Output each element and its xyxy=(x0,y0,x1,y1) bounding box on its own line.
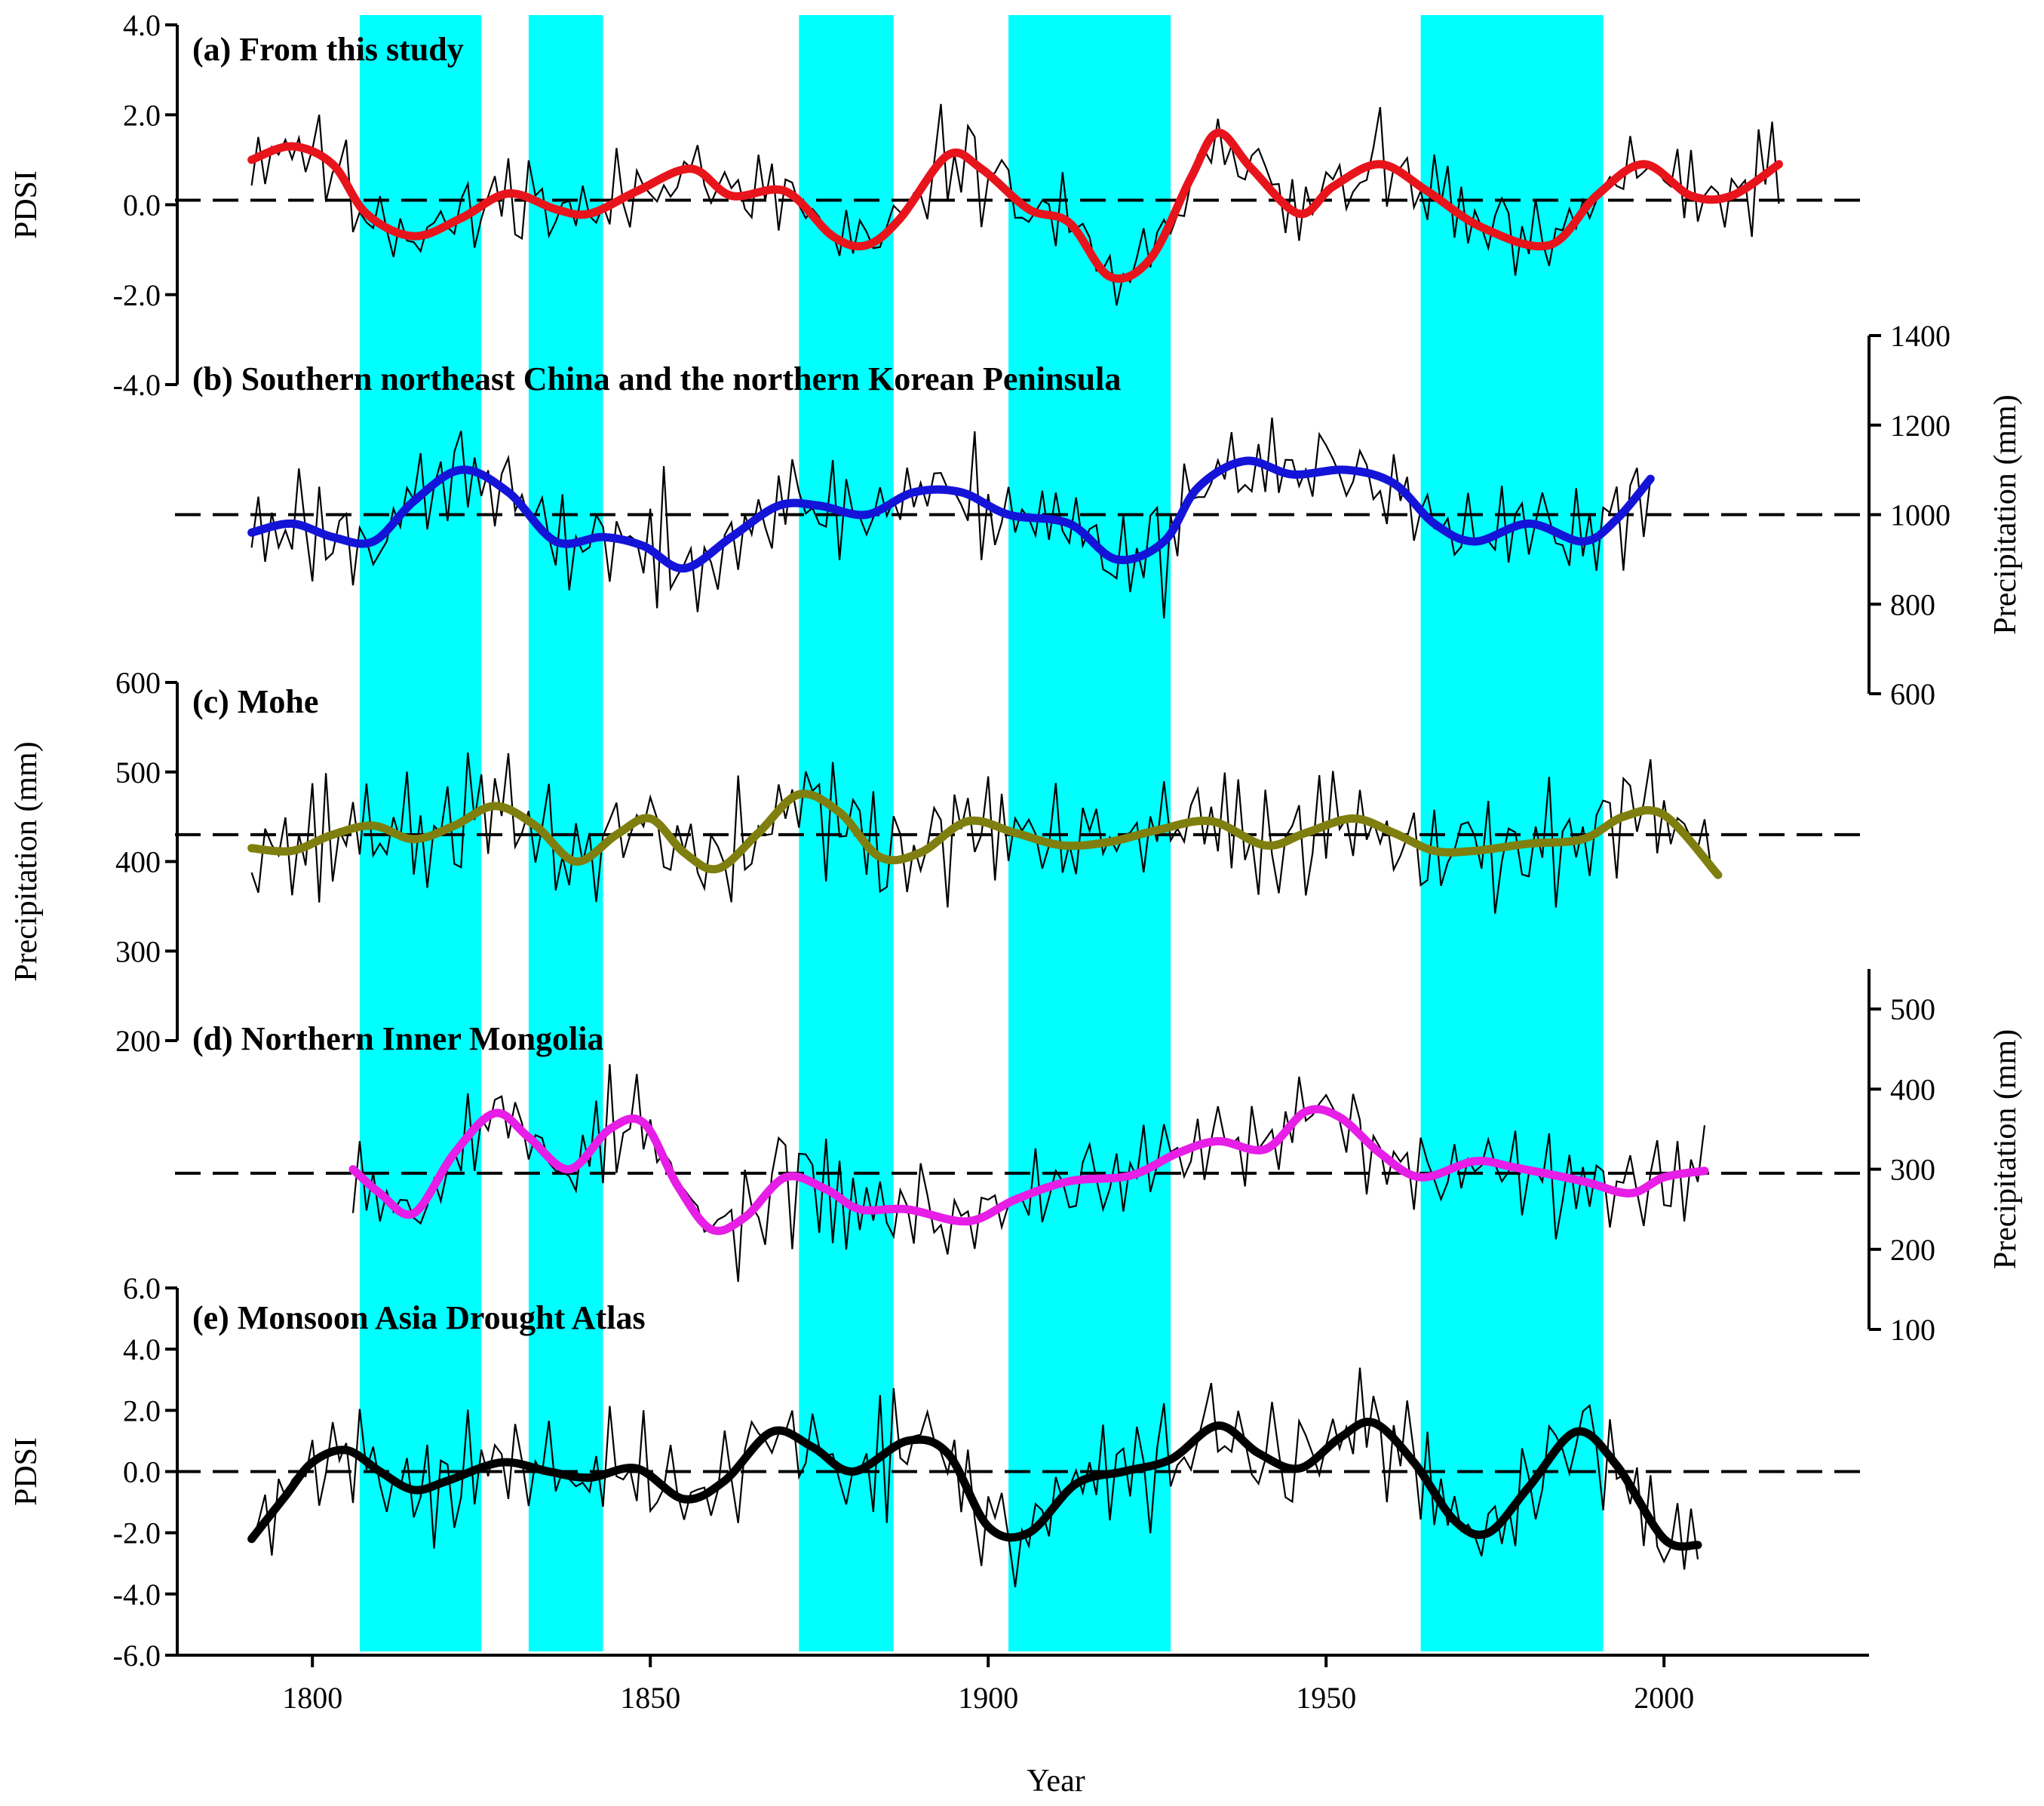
panel-d-y-tick-label: 300 xyxy=(1890,1153,1935,1187)
panel-e-y-tick-label: 0.0 xyxy=(123,1455,161,1489)
panel-c-annual-series xyxy=(250,752,1719,914)
panel-b-y-tick-label: 1200 xyxy=(1890,409,1950,443)
panel-b-y-tick-label: 1400 xyxy=(1890,319,1950,353)
panel-e-y-axis-title: PDSI xyxy=(9,1437,44,1506)
panel-d-smoothed-series xyxy=(348,1105,1709,1235)
panel-a-y-tick-label: 2.0 xyxy=(123,98,161,132)
panel-c: 600 500 400 300 200 Precipitation (mm) (c) Moh… xyxy=(9,666,1867,1058)
panel-e-y-tick-label: 4.0 xyxy=(123,1332,161,1366)
panel-e-title: (e) Monsoon Asia Drought Atlas xyxy=(192,1299,646,1336)
panel-d-y-tick-label: 500 xyxy=(1890,992,1935,1026)
panel-c-y-tick-label: 500 xyxy=(115,756,161,790)
panel-a-y-tick-label: 0.0 xyxy=(123,189,161,222)
x-axis-tick-label: 1950 xyxy=(1296,1681,1356,1715)
panel-e-y-tick-label: -4.0 xyxy=(113,1578,161,1611)
chart-panels: 4.0 2.0 0.0 -2.0 -4.0 PDSI (a) From this study… xyxy=(9,8,2023,1673)
x-axis-tick-label: 2000 xyxy=(1634,1681,1694,1715)
x-axis-tick-label: 1850 xyxy=(620,1681,680,1715)
panel-a-annual-series xyxy=(250,103,1780,306)
x-axis-title: Year xyxy=(1027,1764,1085,1798)
panel-e-y-tick-label: -6.0 xyxy=(113,1639,161,1673)
panel-e-y-tick-label: 6.0 xyxy=(123,1271,161,1305)
panel-b-title: (b) Southern northeast China and the nor… xyxy=(192,360,1121,397)
panel-c-y-axis-title: Precipitation (mm) xyxy=(9,741,44,981)
panel-c-y-tick-label: 300 xyxy=(115,934,161,968)
panel-c-y-tick-label: 200 xyxy=(115,1024,161,1058)
panel-d: 500 400 300 200 100 Precipitation (mm) (d) Nor… xyxy=(175,969,2023,1347)
panel-c-smoothed-series xyxy=(247,790,1723,879)
panel-b-smoothed-series xyxy=(247,456,1655,573)
panel-c-y-tick-label: 400 xyxy=(115,845,161,879)
panel-d-title: (d) Northern Inner Mongolia xyxy=(192,1020,604,1057)
panel-d-y-tick-label: 400 xyxy=(1890,1072,1935,1106)
panel-d-annual-series xyxy=(351,1064,1706,1282)
panel-d-y-tick-label: 100 xyxy=(1890,1313,1935,1347)
panel-a-y-tick-label: -4.0 xyxy=(113,368,161,402)
panel-a-y-axis-title: PDSI xyxy=(9,170,44,239)
panel-c-title: (c) Mohe xyxy=(192,683,318,720)
panel-e: 6.0 4.0 2.0 0.0 -2.0 -4.0 -6.0 PDSI (e) Monsoon … xyxy=(9,1271,1867,1673)
x-axis-tick-label: 1900 xyxy=(958,1681,1018,1715)
panel-a-title: (a) From this study xyxy=(192,31,464,68)
panel-d-y-axis-title: Precipitation (mm) xyxy=(1988,1029,2023,1269)
panel-b-y-tick-label: 1000 xyxy=(1890,498,1950,532)
panel-a: 4.0 2.0 0.0 -2.0 -4.0 PDSI (a) From this study xyxy=(9,8,1867,402)
panel-a-smoothed-series xyxy=(247,128,1783,284)
panel-b-y-tick-label: 800 xyxy=(1890,587,1935,621)
panel-c-y-tick-label: 600 xyxy=(115,666,161,700)
panel-e-y-tick-label: 2.0 xyxy=(123,1394,161,1427)
panel-e-annual-series xyxy=(250,1367,1699,1587)
panel-e-smoothed-series xyxy=(247,1418,1702,1551)
panel-b: 1400 1200 1000 800 600 Precipitation (mm) (b) … xyxy=(175,319,2023,711)
x-axis-tick-label: 1800 xyxy=(282,1681,342,1715)
panel-d-y-tick-label: 200 xyxy=(1890,1233,1935,1267)
panel-a-y-tick-label: -2.0 xyxy=(113,278,161,312)
panel-b-y-tick-label: 600 xyxy=(1890,677,1935,711)
x-axis: 1800 1850 1900 1950 2000 xyxy=(175,1654,1869,1715)
panel-b-y-axis-title: Precipitation (mm) xyxy=(1988,394,2023,634)
panel-e-y-tick-label: -2.0 xyxy=(113,1516,161,1550)
panel-a-y-tick-label: 4.0 xyxy=(123,8,161,42)
